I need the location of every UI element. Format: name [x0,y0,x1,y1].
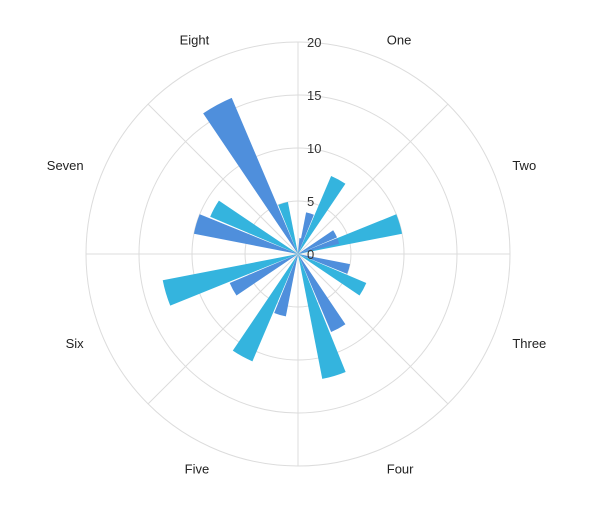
bar-one-series-2 [298,175,346,254]
bar-three-series-1 [298,254,351,274]
bar-five-series-2 [232,254,298,362]
bar-six-series-1 [229,254,298,296]
category-label-eight: Eight [180,33,210,48]
radial-tick-10: 10 [307,141,321,156]
bar-seven-series-1 [193,214,298,254]
category-label-two: Two [512,158,536,173]
radial-tick-20: 20 [307,35,321,50]
inner-wedge-one-0 [298,238,302,254]
bar-eight-series-1 [203,97,298,254]
category-label-five: Five [185,461,210,476]
bar-four-series-2 [298,254,346,379]
bar-three-series-2 [298,254,367,296]
inner-wedge-two-1 [298,238,340,254]
category-label-six: Six [66,336,85,351]
category-label-four: Four [387,461,414,476]
radial-tick-0: 0 [307,247,314,262]
grid-spoke-3 [297,253,449,405]
radial-tick-labels: 0 5 10 15 20 [307,35,321,262]
category-label-seven: Seven [47,158,84,173]
bar-seven-series-2 [210,200,298,254]
category-label-three: Three [512,336,546,351]
bar-four-series-1 [298,254,346,333]
grid-spoke-5 [147,253,299,405]
bars-layer [162,97,403,379]
category-label-one: One [387,33,412,48]
category-labels: One Two Three Four Five Six Seven Eight [47,33,547,477]
bar-six-series-2 [162,254,298,306]
bar-five-series-1 [274,254,298,317]
grid-layer [85,41,511,467]
radial-tick-5: 5 [307,194,314,209]
radial-tick-15: 15 [307,88,321,103]
bar-one-series-1 [298,212,314,254]
grid-spoke-7 [147,103,299,255]
bar-eight-series-2 [278,201,298,254]
grid-spoke-1 [297,103,449,255]
bar-two-series-1 [298,230,338,254]
